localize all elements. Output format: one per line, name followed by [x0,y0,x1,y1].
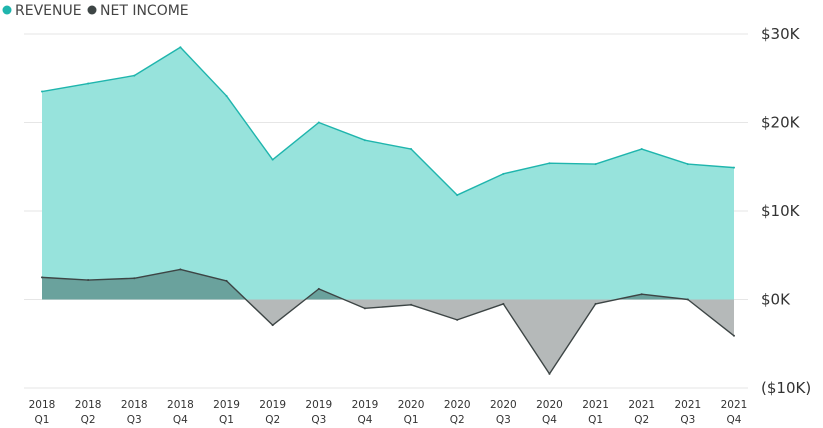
x-tick-quarter: Q3 [127,414,142,426]
net-income-point [271,324,274,327]
x-tick-quarter: Q4 [542,414,557,426]
x-tick-quarter: Q2 [634,414,649,426]
x-tick-year: 2021 [582,399,609,411]
revenue-point [271,158,274,161]
x-tick-year: 2021 [628,399,655,411]
x-tick-year: 2019 [305,399,332,411]
y-tick-label: $30K [761,25,801,43]
x-tick-quarter: Q3 [311,414,326,426]
net-income-point [363,307,366,310]
net-income-point [686,298,689,301]
revenue-point [594,163,597,166]
net-income-point [502,302,505,305]
y-tick-label: $0K [761,291,791,309]
x-tick-year: 2019 [259,399,286,411]
revenue-point [363,139,366,142]
revenue-point [133,74,136,77]
net-income-point [733,334,735,337]
x-tick-quarter: Q4 [173,414,188,426]
x-tick-year: 2020 [536,399,563,411]
revenue-point [686,163,689,166]
x-tick-year: 2018 [167,399,194,411]
net-income-point [41,276,43,279]
net-income-point [317,287,320,290]
net-income-point [548,372,551,375]
revenue-point [179,46,182,49]
revenue-point [317,121,320,124]
x-tick-quarter: Q1 [219,414,234,426]
net-income-line [41,268,735,375]
x-tick-year: 2019 [213,399,240,411]
net-income-point [594,302,597,305]
y-tick-label: ($10K) [761,379,811,397]
revenue-point [640,148,643,151]
net-income-point [640,293,643,296]
x-tick-quarter: Q4 [727,414,742,426]
revenue-area [42,47,734,300]
revenue-point [225,94,228,97]
x-tick-quarter: Q3 [680,414,695,426]
net-income-point [225,279,228,282]
revenue-point [87,82,90,85]
x-tick-quarter: Q3 [496,414,511,426]
revenue-point [456,194,459,197]
x-tick-year: 2021 [674,399,701,411]
revenue-line [41,46,735,196]
x-tick-year: 2018 [75,399,102,411]
revenue-point [733,166,735,169]
net-income-point [87,279,90,282]
x-tick-year: 2020 [398,399,425,411]
x-tick-quarter: Q4 [357,414,372,426]
x-tick-quarter: Q2 [265,414,280,426]
revenue-point [548,162,551,165]
net-income-negative-area [42,299,734,374]
x-tick-year: 2019 [352,399,379,411]
x-tick-quarter: Q2 [81,414,96,426]
legend-label-net-income: NET INCOME [100,3,189,19]
x-tick-year: 2018 [29,399,56,411]
net-income-point [410,303,413,306]
x-tick-year: 2020 [444,399,471,411]
x-tick-quarter: Q1 [588,414,603,426]
x-axis: 2018 Q1 2018 Q2 2018 Q3 2018 Q4 2019 Q1 2019 Q2 2019… [29,399,748,426]
y-axis: $30K $20K $10K $0K ($10K) [761,25,811,397]
x-tick-quarter: Q2 [450,414,465,426]
legend-marker-net-income [87,5,97,15]
x-tick-quarter: Q1 [404,414,419,426]
revenue-point [41,90,43,93]
net-income-positive-area [42,269,734,300]
chart-legend: REVENUE NET INCOME [2,3,189,19]
revenue-point [410,148,413,151]
legend-marker-revenue [2,5,12,15]
series-areas [41,46,735,375]
x-tick-quarter: Q1 [35,414,50,426]
x-tick-year: 2020 [490,399,517,411]
revenue-point [502,172,505,175]
x-tick-year: 2018 [121,399,148,411]
net-income-point [179,268,182,271]
x-tick-year: 2021 [721,399,748,411]
y-tick-label: $10K [761,202,801,220]
y-tick-label: $20K [761,114,801,132]
net-income-point [456,318,459,321]
legend-label-revenue: REVENUE [15,3,82,19]
net-income-point [133,277,136,280]
